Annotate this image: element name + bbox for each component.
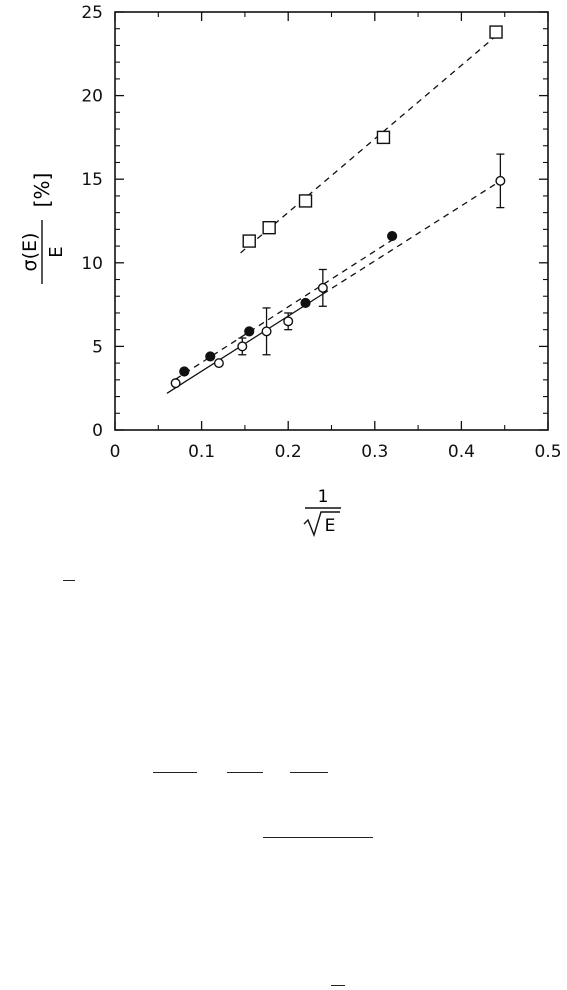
page-rule-fragment <box>227 772 263 773</box>
open-circle-marker <box>170 378 181 389</box>
tick-marks <box>114 11 549 431</box>
open-circle-marker <box>495 175 506 186</box>
filled-circle-marker <box>300 297 311 309</box>
page-rule-fragment <box>331 985 345 986</box>
open-circle-marker <box>317 282 328 293</box>
y-tick-label: 10 <box>81 254 103 274</box>
y-axis-label-unit: [%] <box>30 173 54 208</box>
fit-lines <box>166 33 503 394</box>
fit-line-dashed <box>322 179 503 295</box>
open-circle-marker <box>283 316 294 327</box>
x-axis-label: 1 E <box>303 487 341 538</box>
y-tick-label: 0 <box>92 421 103 441</box>
filled-circle-marker <box>179 366 190 377</box>
y-axis-label-numerator: σ(E) <box>19 233 41 272</box>
page-rule-fragment <box>263 837 373 838</box>
open-square-marker <box>242 234 256 248</box>
x-tick-label: 0.3 <box>361 442 388 462</box>
open-square-marker <box>489 25 503 39</box>
x-tick-label: 0.2 <box>275 442 302 462</box>
x-axis-label-numerator: 1 <box>318 487 329 507</box>
open-circle-marker <box>237 341 248 352</box>
y-axis-label: σ(E) E [%] <box>19 173 67 284</box>
open-square-marker <box>262 220 276 235</box>
data-marks <box>170 25 506 389</box>
x-tick-label: 0 <box>110 442 121 462</box>
filled-circle-marker <box>244 326 255 337</box>
plot-frame <box>114 11 549 431</box>
x-tick-label: 0.5 <box>534 442 561 462</box>
sqrt-sign-icon <box>303 511 340 538</box>
y-tick-label: 25 <box>81 3 103 23</box>
filled-circle-marker <box>205 351 216 362</box>
open-square-marker <box>298 194 313 208</box>
page-rule-fragment <box>63 580 75 581</box>
open-square-marker <box>376 130 391 145</box>
x-tick-label: 0.4 <box>448 442 475 462</box>
page-rule-fragment <box>290 772 328 773</box>
y-axis-label-denominator: E <box>46 246 67 257</box>
x-axis-label-denominator: E <box>325 516 336 536</box>
y-tick-label: 5 <box>92 337 103 357</box>
open-circle-marker <box>261 326 272 337</box>
tick-labels: 0 0.1 0.2 0.3 0.4 0.5 0 5 10 15 20 25 <box>81 3 561 462</box>
filled-circle-marker <box>387 230 398 242</box>
page-rule-fragment <box>153 772 197 773</box>
open-circle-marker <box>213 358 224 369</box>
y-tick-label: 15 <box>81 170 103 190</box>
x-tick-label: 0.1 <box>188 442 215 462</box>
y-tick-label: 20 <box>81 87 103 107</box>
fit-line-dashed <box>240 33 499 254</box>
